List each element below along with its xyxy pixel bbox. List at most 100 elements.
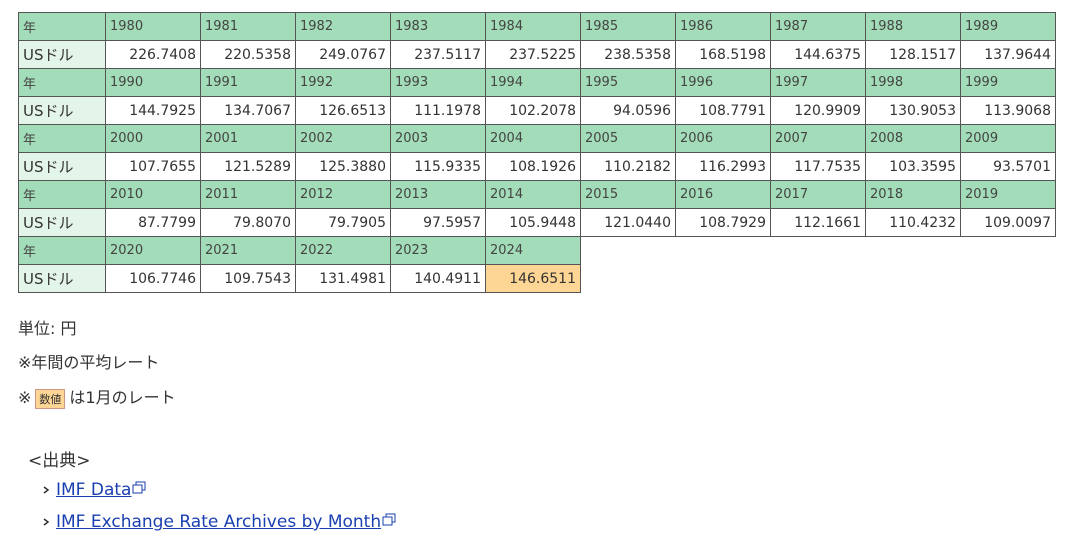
year-cell: 1984 xyxy=(485,12,581,41)
year-cell: 1985 xyxy=(580,12,676,41)
value-cell: 106.7746 xyxy=(105,264,201,293)
external-icon xyxy=(382,513,396,526)
year-cell: 2002 xyxy=(295,124,391,153)
value-cell: 237.5225 xyxy=(485,40,581,69)
value-cell: 116.2993 xyxy=(675,152,771,181)
value-cell: 168.5198 xyxy=(675,40,771,69)
value-cell: 140.4911 xyxy=(390,264,486,293)
year-row: 年 1990 1991 1992 1993 1994 1995 1996 1997 1998 199… xyxy=(18,68,1056,97)
value-cell: 117.7535 xyxy=(770,152,866,181)
year-cell: 1987 xyxy=(770,12,866,41)
year-row: 年 2020 2021 2022 2023 2024 xyxy=(18,236,1056,265)
label-cell: USドル xyxy=(18,208,106,237)
year-cell: 1989 xyxy=(960,12,1056,41)
year-cell: 1983 xyxy=(390,12,486,41)
value-cell: 226.7408 xyxy=(105,40,201,69)
value-cell: 113.9068 xyxy=(960,96,1056,125)
year-cell: 2011 xyxy=(200,180,296,209)
link[interactable]: IMF Data xyxy=(56,480,132,500)
value-cell: 105.9448 xyxy=(485,208,581,237)
year-cell: 1996 xyxy=(675,68,771,97)
value-cell: 146.6511 xyxy=(485,264,581,293)
value-row: USドル 87.7799 79.8070 79.7905 97.5957 105.9448… xyxy=(18,208,1056,237)
year-cell: 2012 xyxy=(295,180,391,209)
year-cell: 2000 xyxy=(105,124,201,153)
sample-chip: 数値 xyxy=(35,389,66,409)
bullet xyxy=(43,486,50,494)
year-cell: 2018 xyxy=(865,180,961,209)
label-cell: USドル xyxy=(18,96,106,125)
year-cell: 2001 xyxy=(200,124,296,153)
year-cell: 1994 xyxy=(485,68,581,97)
year-cell: 2016 xyxy=(675,180,771,209)
year-cell: 2015 xyxy=(580,180,676,209)
year-cell: 1999 xyxy=(960,68,1056,97)
value-row: USドル 226.7408 220.5358 249.0767 237.5117 237.… xyxy=(18,40,1056,69)
header-cell: 年 xyxy=(18,124,106,153)
year-cell: 1986 xyxy=(675,12,771,41)
value-cell: 130.9053 xyxy=(865,96,961,125)
year-cell: 1995 xyxy=(580,68,676,97)
year-cell: 1988 xyxy=(865,12,961,41)
value-cell: 108.1926 xyxy=(485,152,581,181)
year-cell: 2021 xyxy=(200,236,296,265)
year-cell: 1992 xyxy=(295,68,391,97)
value-cell: 108.7791 xyxy=(675,96,771,125)
year-cell: 1993 xyxy=(390,68,486,97)
value-cell: 220.5358 xyxy=(200,40,296,69)
value-cell: 128.1517 xyxy=(865,40,961,69)
value-cell: 108.7929 xyxy=(675,208,771,237)
unit-note: 単位: 円 xyxy=(18,319,77,338)
value-cell: 125.3880 xyxy=(295,152,391,181)
year-cell: 2022 xyxy=(295,236,391,265)
year-cell: 2005 xyxy=(580,124,676,153)
link[interactable]: IMF Exchange Rate Archives by Month xyxy=(56,512,382,532)
year-cell: 2007 xyxy=(770,124,866,153)
value-cell: 110.2182 xyxy=(580,152,676,181)
value-cell: 126.6513 xyxy=(295,96,391,125)
rate-table: 年 1980 1981 1982 1983 1984 1985 1986 1987 1988 198… xyxy=(18,12,1056,293)
value-cell: 121.5289 xyxy=(200,152,296,181)
link-item: IMF Data xyxy=(42,480,147,500)
value-row: USドル 107.7655 121.5289 125.3880 115.9335 108.… xyxy=(18,152,1056,181)
bullet xyxy=(43,518,50,526)
year-cell: 1997 xyxy=(770,68,866,97)
value-cell: 79.8070 xyxy=(200,208,296,237)
january-text: は1月のレート xyxy=(69,388,176,407)
value-cell: 79.7905 xyxy=(295,208,391,237)
year-cell: 2009 xyxy=(960,124,1056,153)
average-note: ※年間の平均レート xyxy=(18,353,160,372)
label-cell: USドル xyxy=(18,152,106,181)
value-cell: 87.7799 xyxy=(105,208,201,237)
year-cell: 2024 xyxy=(485,236,581,265)
label-cell: USドル xyxy=(18,264,106,293)
value-cell: 238.5358 xyxy=(580,40,676,69)
header-cell: 年 xyxy=(18,180,106,209)
year-cell: 2004 xyxy=(485,124,581,153)
year-cell: 1991 xyxy=(200,68,296,97)
value-cell: 249.0767 xyxy=(295,40,391,69)
year-cell: 2010 xyxy=(105,180,201,209)
year-cell: 2017 xyxy=(770,180,866,209)
year-cell: 2014 xyxy=(485,180,581,209)
january-note: ※ 数値 は1月のレート xyxy=(18,384,176,409)
value-cell: 102.2078 xyxy=(485,96,581,125)
value-row: USドル 106.7746 109.7543 131.4981 140.4911 146.… xyxy=(18,264,1056,293)
year-cell: 2003 xyxy=(390,124,486,153)
mark: ※ xyxy=(18,388,32,407)
year-cell: 1990 xyxy=(105,68,201,97)
value-cell: 109.0097 xyxy=(960,208,1056,237)
value-cell: 107.7655 xyxy=(105,152,201,181)
link-item: IMF Exchange Rate Archives by Month xyxy=(42,512,397,532)
value-cell: 121.0440 xyxy=(580,208,676,237)
year-row: 年 2010 2011 2012 2013 2014 2015 2016 2017 2018 201… xyxy=(18,180,1056,209)
value-cell: 115.9335 xyxy=(390,152,486,181)
year-cell: 2013 xyxy=(390,180,486,209)
header-cell: 年 xyxy=(18,68,106,97)
year-cell: 2023 xyxy=(390,236,486,265)
label-cell: USドル xyxy=(18,40,106,69)
value-cell: 109.7543 xyxy=(200,264,296,293)
value-cell: 94.0596 xyxy=(580,96,676,125)
source-title: <出典> xyxy=(28,451,91,471)
